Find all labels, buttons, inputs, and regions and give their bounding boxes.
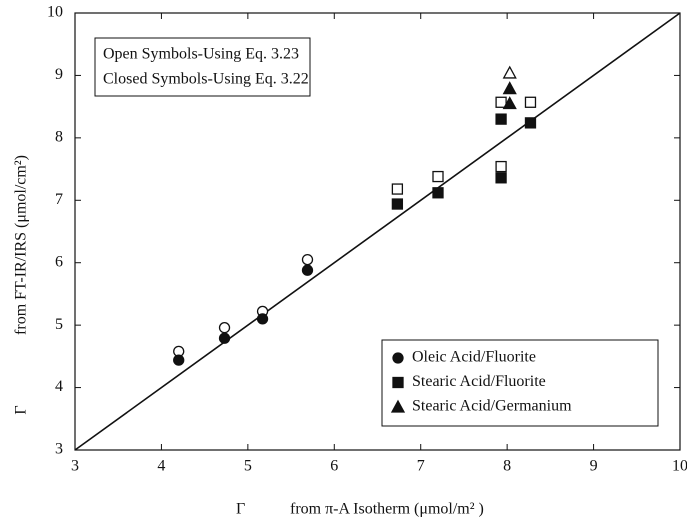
point [301,253,314,266]
x-tick-label: 6 [330,458,338,475]
point [391,183,404,195]
reference-line [74,12,681,451]
x-tick-label: 8 [503,458,511,475]
point [301,264,314,276]
legend-label: Stearic Acid/Germanium [412,398,572,415]
legend-label: Oleic Acid/Fluorite [412,349,536,366]
point [173,354,185,366]
point [524,96,537,108]
y-tick-label: 3 [55,441,63,458]
point [502,81,517,95]
point [495,172,507,184]
legend-marker [392,352,404,364]
x-tick-label: 9 [590,458,598,475]
point [432,170,444,183]
legend-box [381,339,659,427]
annotation-box [94,37,311,97]
point [218,321,231,334]
point [256,313,269,325]
y-axis-symbol: Γ [13,405,30,414]
y-tick-label: 4 [55,378,63,395]
point [218,332,231,344]
y-tick-label: 9 [55,66,63,83]
y-axis-label: from FT-IR/IRS (μmol/cm²) [13,155,30,335]
point [495,96,507,108]
point [391,198,404,210]
y-tick-label: 5 [55,316,63,333]
x-tick-label: 7 [417,458,425,475]
annotation: Closed Symbols-Using Eq. 3.22 [103,71,309,88]
point [524,117,537,129]
point [432,187,444,199]
legend-marker [390,399,406,413]
y-tick-label: 8 [55,129,63,146]
x-axis-symbol: Γ [236,501,245,518]
point [495,160,507,173]
y-tick-label: 7 [55,191,63,208]
legend-label: Stearic Acid/Fluorite [412,373,546,390]
point [502,65,517,79]
point [495,113,507,125]
x-axis-label: from π-A Isotherm (μmol/m² ) [290,501,484,518]
plot-frame [74,12,681,451]
x-tick-label: 5 [244,458,252,475]
point [502,96,517,110]
y-tick-label: 10 [47,4,63,21]
x-tick-label: 3 [71,458,79,475]
legend-marker [392,376,404,389]
y-tick-label: 6 [55,253,63,270]
x-tick-label: 10 [672,458,687,475]
annotation: Open Symbols-Using Eq. 3.23 [103,46,299,63]
x-tick-label: 4 [157,458,165,475]
